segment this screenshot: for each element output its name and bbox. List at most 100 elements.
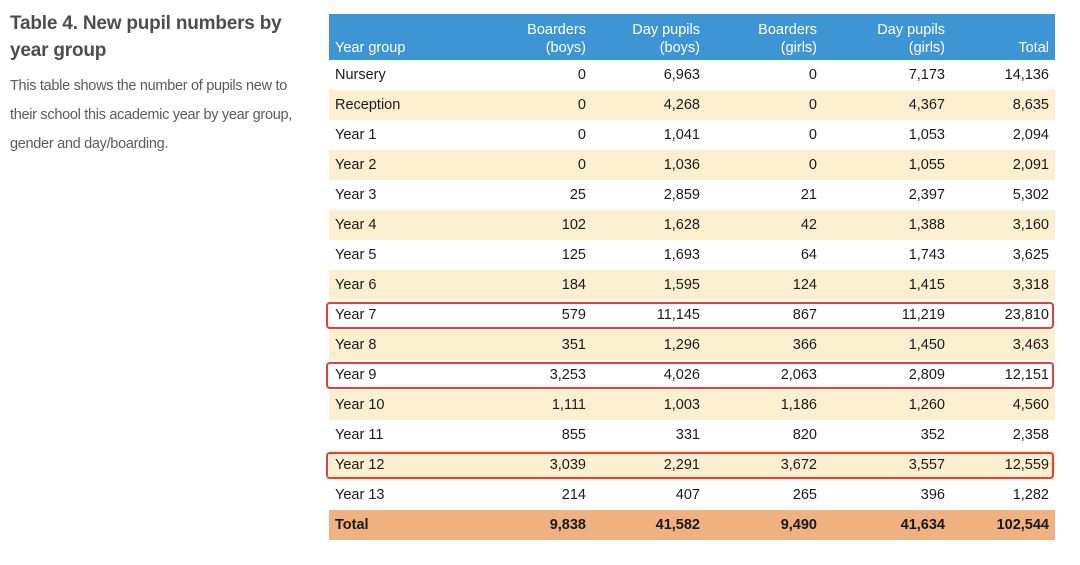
cell-boarders-girls: 1,186 (780, 397, 817, 413)
header-boarders-boys: Boarders (boys) (475, 14, 592, 60)
cell-day-pupils-girls: 352 (920, 427, 945, 443)
cell-day-pupils-boys: 1,041 (663, 127, 700, 143)
cell-boarders-boys: 351 (561, 337, 586, 353)
total-cell-day-pupils-girls: 41,634 (900, 517, 945, 533)
header-line: (girls) (908, 40, 945, 56)
table-row: Year 12 3,039 2,291 3,672 3,557 12,559 (329, 450, 1055, 480)
cell-day-pupils-boys: 1,003 (663, 397, 700, 413)
table-row: Year 5 125 1,693 64 1,743 3,625 (329, 240, 1055, 270)
header-year-group: Year group (335, 40, 406, 56)
cell-day-pupils-girls: 2,397 (908, 187, 945, 203)
cell-boarders-boys: 125 (561, 247, 586, 263)
cell-boarders-boys: 0 (577, 67, 586, 83)
cell-boarders-boys: 102 (561, 217, 586, 233)
cell-total: 12,559 (1004, 457, 1049, 473)
header-line: Boarders (527, 22, 586, 38)
cell-boarders-girls: 2,063 (780, 367, 817, 383)
cell-day-pupils-boys: 4,026 (663, 367, 700, 383)
cell-boarders-boys: 1,111 (551, 397, 586, 413)
table-row: Year 9 3,253 4,026 2,063 2,809 12,151 (329, 360, 1055, 390)
cell-day-pupils-boys: 2,859 (663, 187, 700, 203)
cell-year-group: Year 2 (335, 157, 377, 173)
table-row: Year 11 855 331 820 352 2,358 (329, 420, 1055, 450)
header-day-pupils-boys: Day pupils (boys) (592, 14, 706, 60)
table-row: Year 10 1,111 1,003 1,186 1,260 4,560 (329, 390, 1055, 420)
cell-boarders-boys: 3,039 (549, 457, 586, 473)
cell-day-pupils-boys: 4,268 (663, 97, 700, 113)
table-header-row: Year group Boarders (boys) Day pupils (b… (329, 14, 1055, 60)
total-cell-total: 102,544 (996, 517, 1049, 533)
cell-day-pupils-girls: 1,415 (908, 277, 945, 293)
cell-total: 12,151 (1004, 367, 1049, 383)
table-row: Year 3 25 2,859 21 2,397 5,302 (329, 180, 1055, 210)
cell-total: 8,635 (1012, 97, 1049, 113)
cell-boarders-girls: 366 (792, 337, 817, 353)
cell-year-group: Reception (335, 97, 401, 113)
cell-boarders-girls: 21 (800, 187, 817, 203)
cell-total: 2,094 (1012, 127, 1049, 143)
table-row: Year 13 214 407 265 396 1,282 (329, 480, 1055, 510)
total-cell-year-group: Total (335, 517, 369, 533)
cell-day-pupils-girls: 1,743 (908, 247, 945, 263)
cell-boarders-girls: 124 (792, 277, 817, 293)
cell-total: 23,810 (1004, 307, 1049, 323)
cell-boarders-girls: 0 (808, 157, 817, 173)
cell-year-group: Year 1 (335, 127, 377, 143)
cell-boarders-boys: 214 (561, 487, 586, 503)
table-row: Year 8 351 1,296 366 1,450 3,463 (329, 330, 1055, 360)
table-description: This table shows the number of pupils ne… (10, 78, 292, 152)
table-row: Reception 0 4,268 0 4,367 8,635 (329, 90, 1055, 120)
cell-boarders-boys: 184 (561, 277, 586, 293)
table-total-row: Total 9,838 41,582 9,490 41,634 102,544 (329, 510, 1055, 540)
cell-boarders-girls: 42 (800, 217, 817, 233)
cell-year-group: Year 13 (335, 487, 385, 503)
table-title: Table 4. New pupil numbers by year group (10, 13, 282, 61)
cell-total: 2,091 (1012, 157, 1049, 173)
header-total: Total (1018, 40, 1049, 56)
cell-day-pupils-girls: 4,367 (908, 97, 945, 113)
cell-year-group: Nursery (335, 67, 386, 83)
cell-day-pupils-boys: 1,693 (663, 247, 700, 263)
cell-boarders-girls: 0 (808, 67, 817, 83)
table-caption: Table 4. New pupil numbers by year group… (10, 10, 315, 159)
cell-day-pupils-boys: 1,595 (663, 277, 700, 293)
cell-day-pupils-girls: 7,173 (908, 67, 945, 83)
cell-boarders-girls: 3,672 (780, 457, 817, 473)
cell-day-pupils-girls: 396 (920, 487, 945, 503)
table-row: Year 2 0 1,036 0 1,055 2,091 (329, 150, 1055, 180)
cell-boarders-boys: 25 (569, 187, 586, 203)
cell-year-group: Year 5 (335, 247, 377, 263)
cell-boarders-boys: 579 (561, 307, 586, 323)
cell-day-pupils-girls: 3,557 (908, 457, 945, 473)
cell-year-group: Year 7 (335, 307, 377, 323)
cell-year-group: Year 6 (335, 277, 377, 293)
cell-total: 3,318 (1012, 277, 1049, 293)
cell-day-pupils-boys: 6,963 (663, 67, 700, 83)
cell-total: 3,160 (1012, 217, 1049, 233)
cell-boarders-boys: 0 (577, 157, 586, 173)
cell-total: 1,282 (1012, 487, 1049, 503)
cell-year-group: Year 4 (335, 217, 377, 233)
cell-day-pupils-boys: 331 (675, 427, 700, 443)
total-cell-boarders-boys: 9,838 (549, 517, 586, 533)
header-line: (boys) (545, 40, 586, 56)
cell-boarders-boys: 3,253 (549, 367, 586, 383)
cell-boarders-girls: 867 (792, 307, 817, 323)
cell-day-pupils-boys: 11,145 (656, 307, 700, 323)
cell-year-group: Year 10 (335, 397, 385, 413)
cell-year-group: Year 12 (335, 457, 385, 473)
cell-total: 3,463 (1012, 337, 1049, 353)
cell-total: 3,625 (1012, 247, 1049, 263)
cell-boarders-boys: 0 (577, 97, 586, 113)
cell-day-pupils-boys: 1,296 (663, 337, 700, 353)
cell-year-group: Year 9 (335, 367, 377, 383)
total-cell-day-pupils-boys: 41,582 (655, 517, 700, 533)
cell-boarders-girls: 265 (792, 487, 817, 503)
cell-total: 2,358 (1012, 427, 1049, 443)
cell-boarders-girls: 820 (792, 427, 817, 443)
cell-total: 4,560 (1012, 397, 1049, 413)
header-line: (girls) (780, 40, 817, 56)
cell-day-pupils-boys: 1,628 (663, 217, 700, 233)
cell-boarders-boys: 0 (577, 127, 586, 143)
cell-day-pupils-girls: 1,388 (908, 217, 945, 233)
